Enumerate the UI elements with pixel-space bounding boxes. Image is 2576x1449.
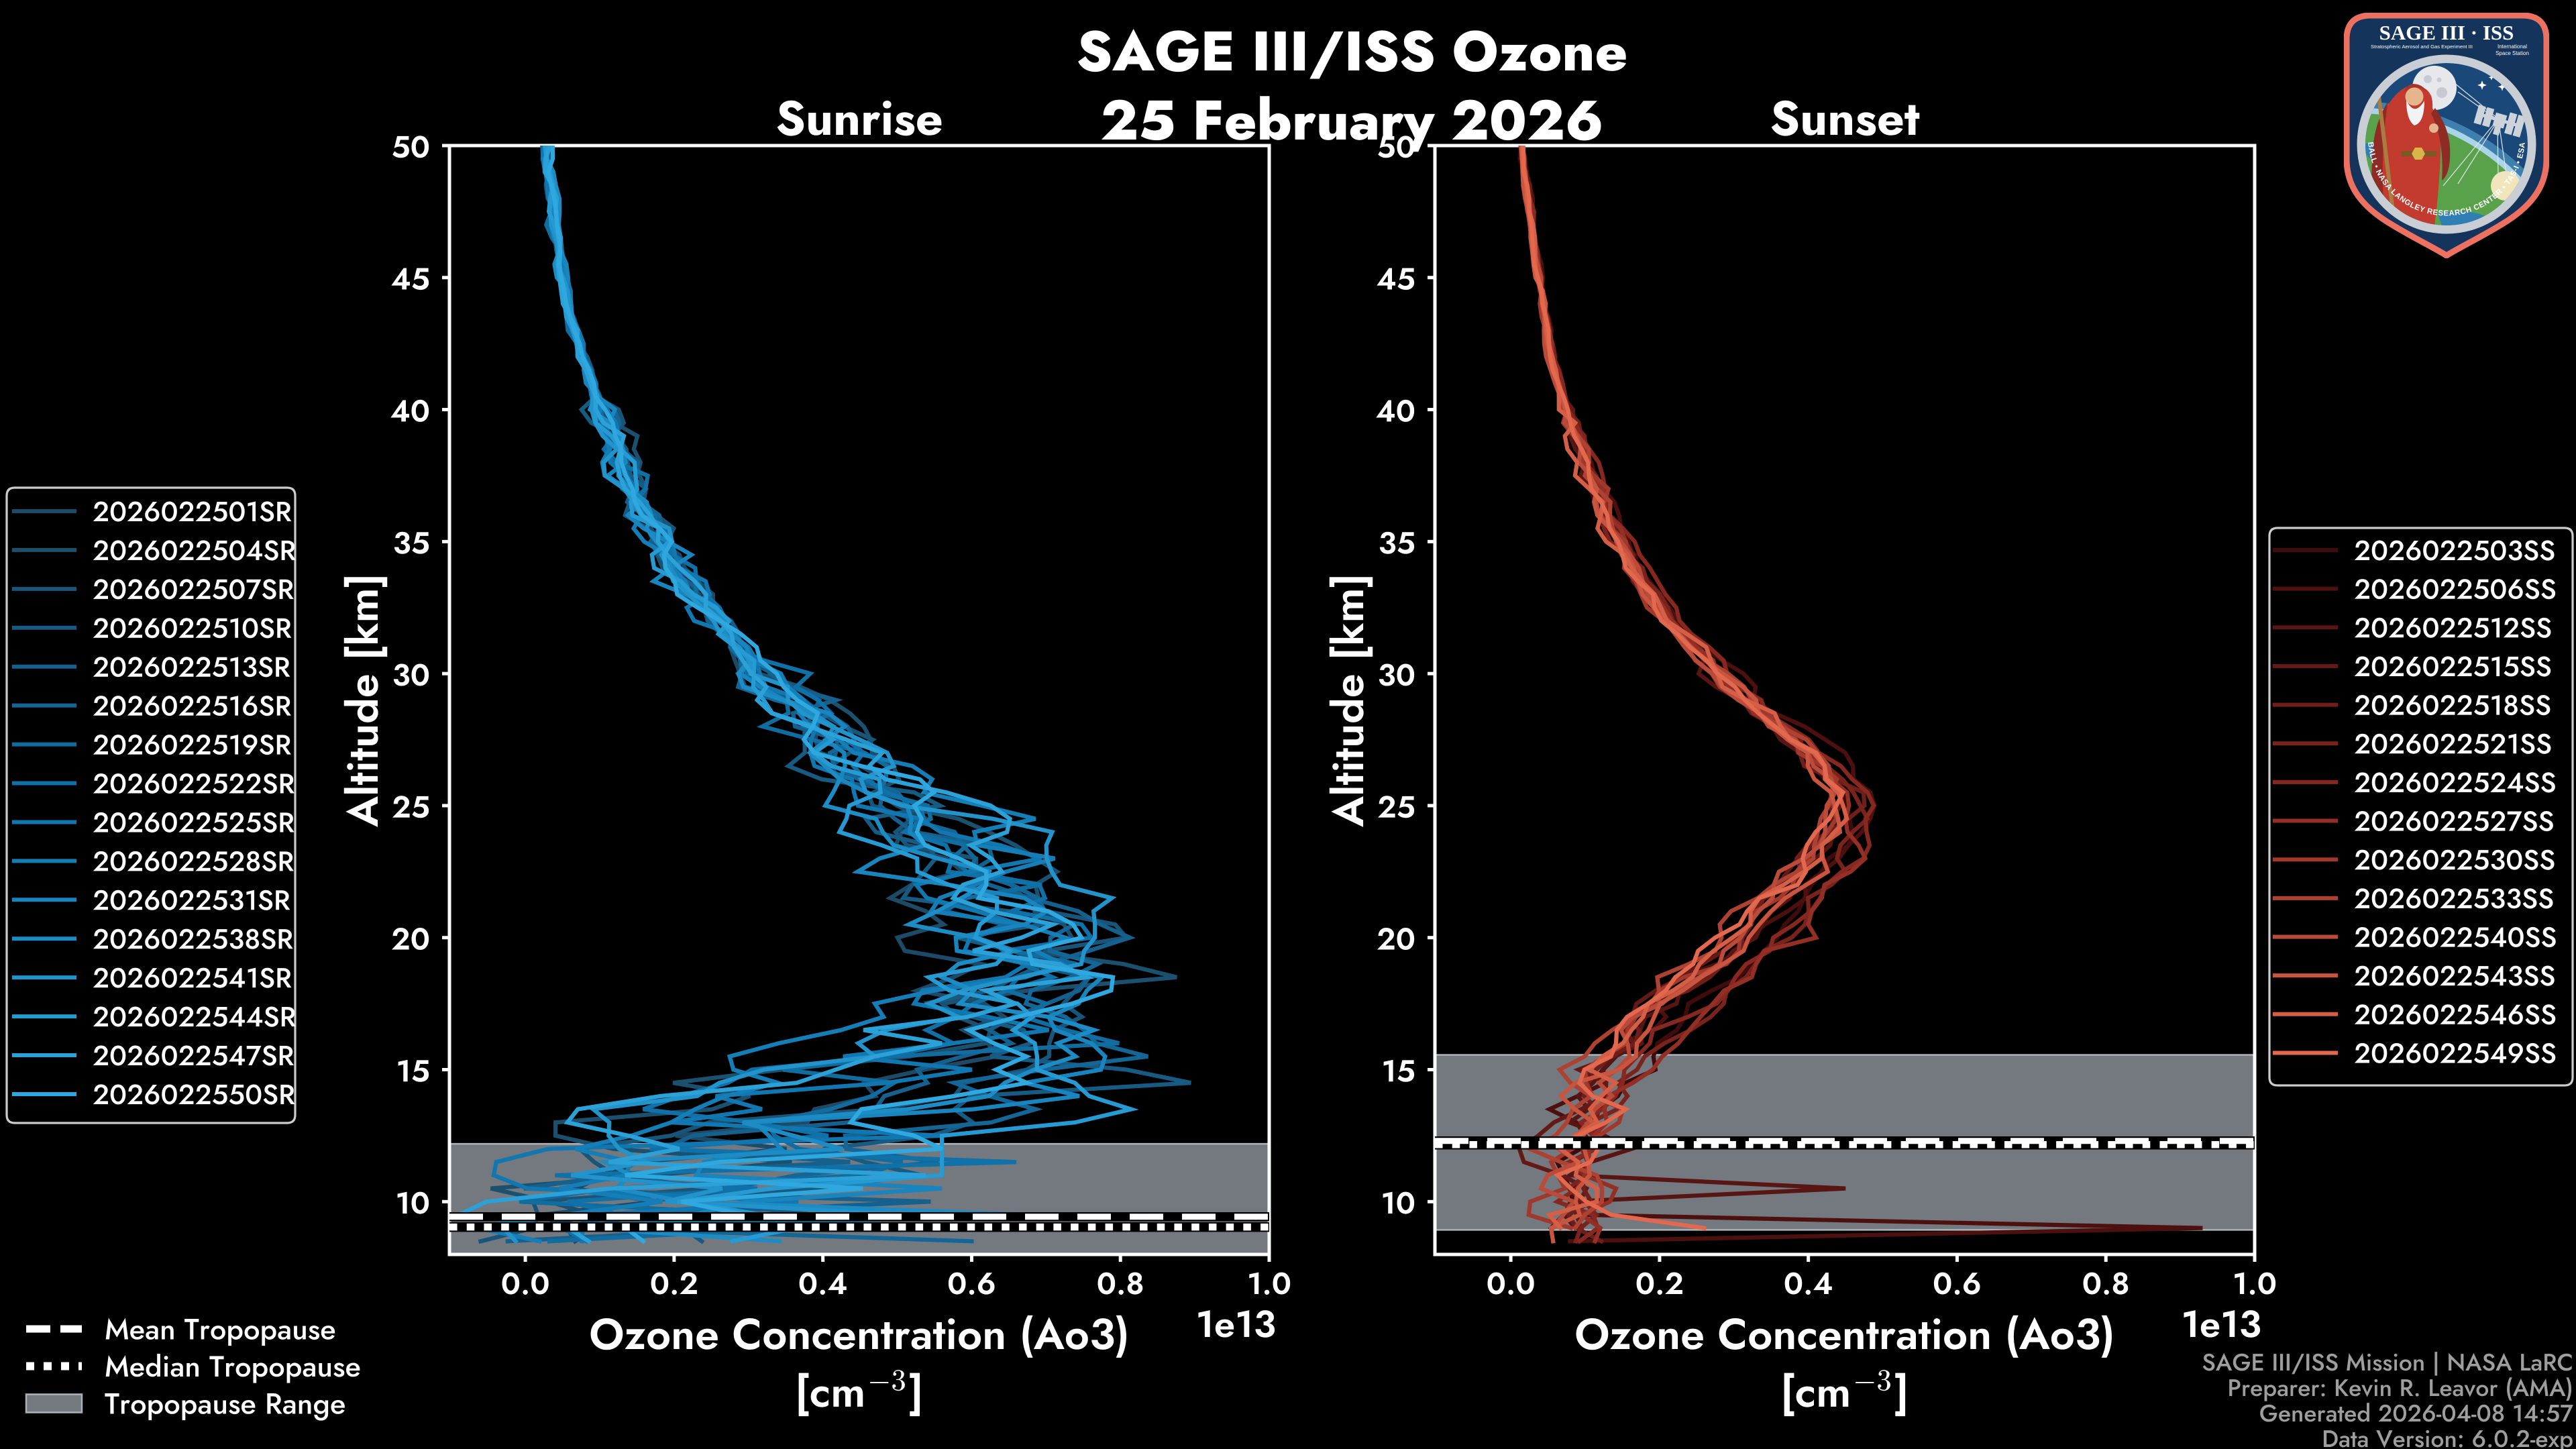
- svg-text:Space Station: Space Station: [2496, 50, 2529, 56]
- svg-text:Stratospheric Aerosol and Gas: Stratospheric Aerosol and Gas Experiment…: [2371, 44, 2473, 50]
- svg-text:International: International: [2498, 44, 2527, 50]
- svg-text:SAGE III · ISS: SAGE III · ISS: [2379, 21, 2514, 44]
